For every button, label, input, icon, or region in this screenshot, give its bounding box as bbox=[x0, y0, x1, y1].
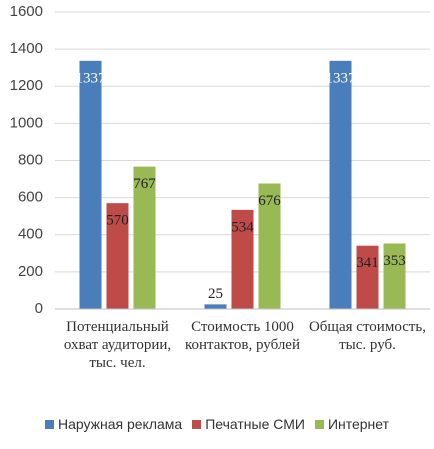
y-tick-label: 400 bbox=[18, 226, 43, 243]
legend-swatch bbox=[44, 419, 54, 429]
legend-label: Интернет bbox=[327, 416, 390, 432]
data-label: 676 bbox=[258, 193, 281, 209]
legend-item: Печатные СМИ bbox=[192, 416, 305, 432]
legend-item: Интернет bbox=[314, 416, 390, 432]
y-tick-label: 1400 bbox=[10, 40, 43, 57]
bar bbox=[204, 304, 227, 309]
bar bbox=[133, 166, 156, 309]
y-tick-label: 600 bbox=[18, 189, 43, 206]
bar bbox=[383, 243, 406, 309]
y-tick-label: 800 bbox=[18, 151, 43, 168]
data-label: 353 bbox=[383, 253, 406, 269]
data-label: 534 bbox=[231, 219, 254, 235]
y-tick-label: 1000 bbox=[10, 114, 43, 131]
bar bbox=[329, 60, 352, 310]
legend-label: Печатные СМИ bbox=[205, 416, 305, 432]
y-tick-label: 200 bbox=[18, 263, 43, 280]
legend-swatch bbox=[314, 419, 324, 429]
x-tick-label: Общая стоимость, тыс. руб. bbox=[308, 319, 427, 353]
bar bbox=[231, 209, 254, 309]
data-label: 767 bbox=[133, 176, 156, 192]
data-label: 341 bbox=[356, 255, 379, 271]
y-tick-label: 1200 bbox=[10, 77, 43, 94]
data-label: 1337 bbox=[326, 70, 357, 86]
legend-swatch bbox=[192, 419, 202, 429]
data-label: 1337 bbox=[76, 70, 107, 86]
data-label: 25 bbox=[208, 286, 223, 302]
bar bbox=[79, 60, 102, 310]
y-tick-label: 1600 bbox=[10, 3, 43, 20]
legend-item: Наружная реклама bbox=[44, 416, 183, 432]
bar bbox=[106, 203, 129, 309]
legend-label: Наружная реклама bbox=[57, 416, 183, 432]
x-tick-label: Потенциальный охват аудитории, тыс. чел. bbox=[63, 319, 172, 371]
x-tick-label: Стоимость 1000 контактов, рублей bbox=[184, 319, 300, 353]
bar bbox=[258, 183, 281, 309]
data-label: 570 bbox=[106, 213, 129, 229]
y-tick-label: 0 bbox=[35, 300, 43, 317]
legend: Наружная реклама Печатные СМИ Интернет bbox=[0, 416, 434, 432]
bar bbox=[356, 245, 379, 309]
